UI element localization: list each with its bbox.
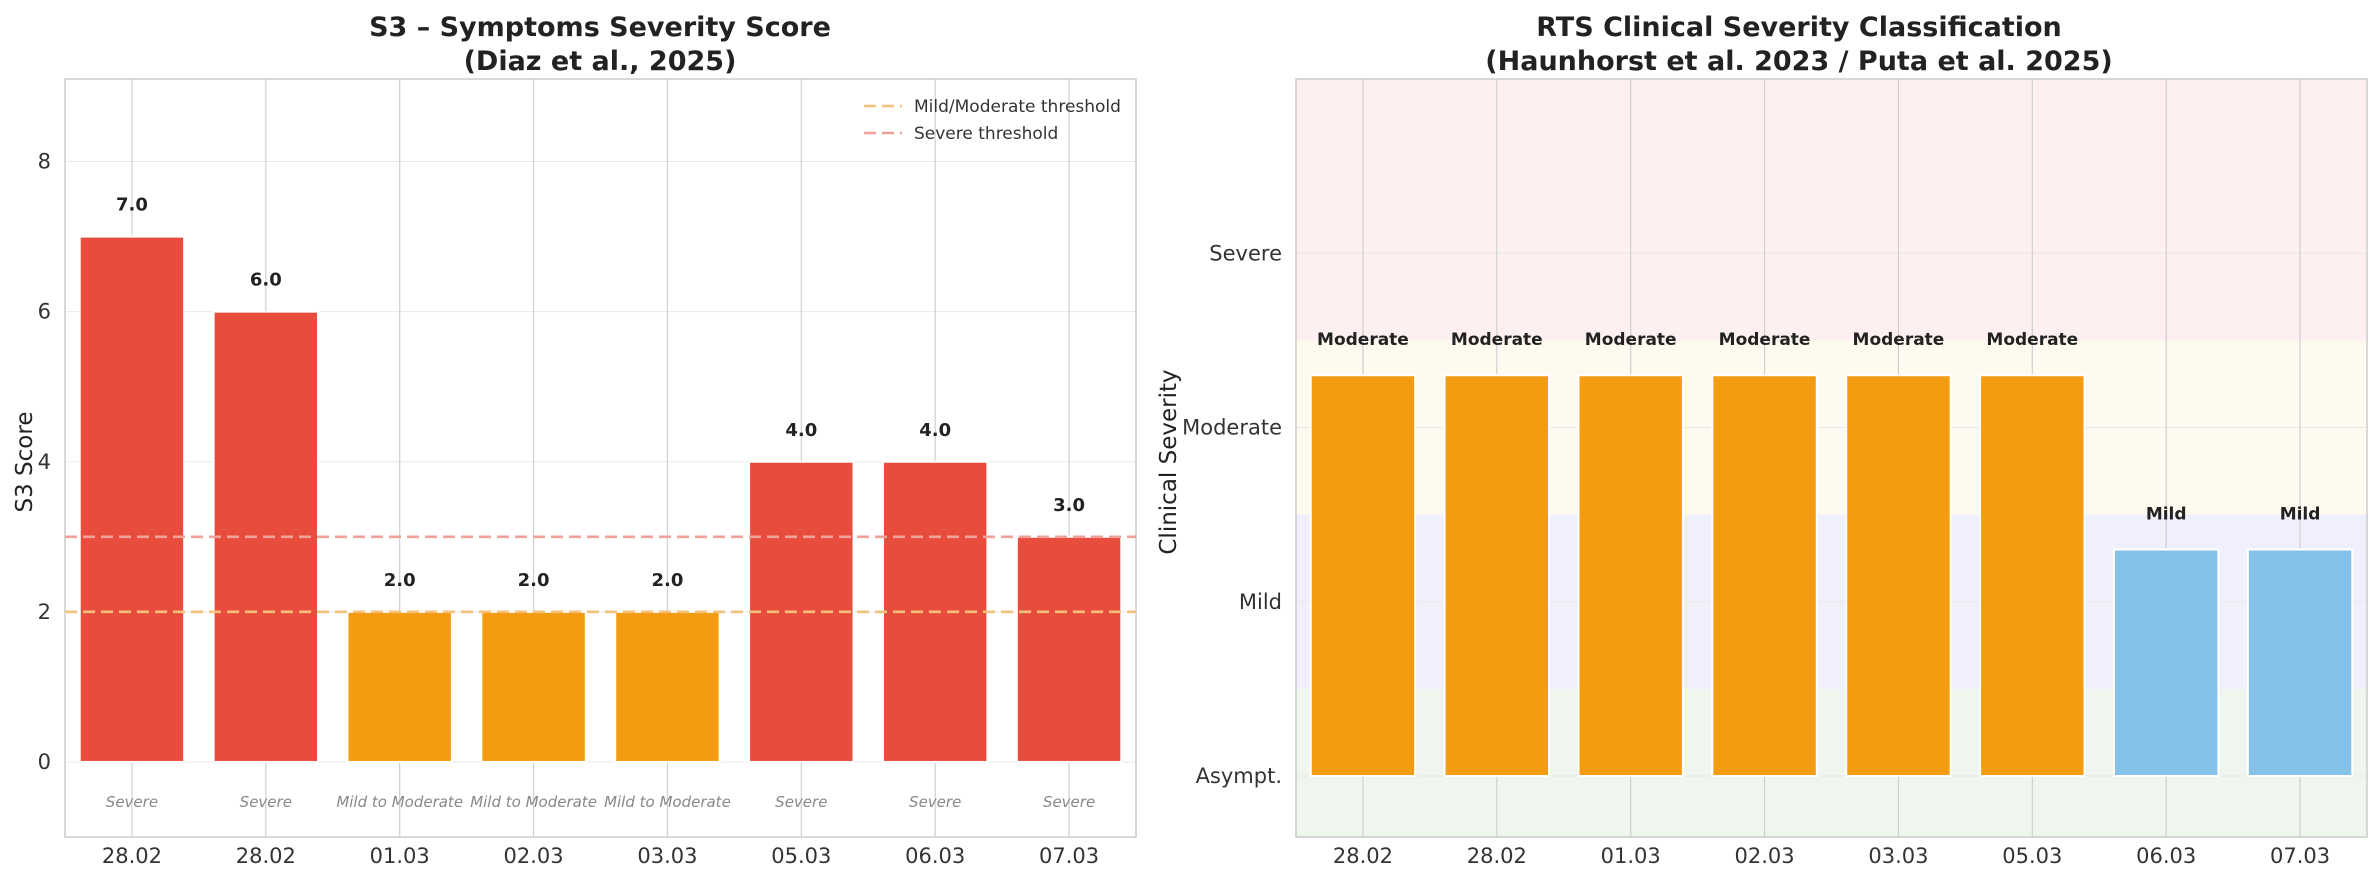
plot-frame	[64, 78, 1137, 838]
bar-category-label: Severe	[106, 793, 158, 811]
chart2-ylabel: Clinical Severity	[1156, 369, 1182, 554]
x-tick-label: 28.02	[102, 844, 162, 868]
bar	[614, 610, 721, 763]
s3-severity-chart: S3 – Symptoms Severity Score (Diaz et al…	[12, 12, 1137, 868]
bar	[1845, 374, 1952, 778]
x-tick-label: 03.03	[637, 844, 697, 868]
bar	[1309, 374, 1417, 778]
chart1-ylabel: S3 Score	[12, 412, 38, 513]
y-tick-label: 0	[38, 750, 51, 774]
bar-category-label: Mild to Moderate	[604, 793, 731, 811]
x-tick-label: 28.02	[1333, 844, 1393, 868]
x-tick-label: 06.03	[905, 844, 965, 868]
bar-value-label: 2.0	[384, 570, 416, 591]
rts-classification-chart: RTS Clinical Severity Classification (Ha…	[1156, 12, 2368, 868]
x-tick-label: 01.03	[1601, 844, 1661, 868]
bar-value-label: Moderate	[1317, 330, 1409, 350]
x-tick-label: 03.03	[1868, 844, 1928, 868]
y-tick-label: Severe	[1209, 241, 1282, 265]
bar-category-label: Mild to Moderate	[470, 793, 597, 811]
y-tick-label: Mild	[1239, 590, 1282, 614]
bar-value-label: Moderate	[1719, 330, 1811, 350]
bar-value-label: 6.0	[250, 270, 282, 291]
bar-value-label: 7.0	[116, 195, 148, 216]
bar-category-label: Mild to Moderate	[336, 793, 463, 811]
bar-value-label: 2.0	[651, 570, 683, 591]
bar-category-label: Severe	[1043, 793, 1095, 811]
x-tick-label: 01.03	[370, 844, 430, 868]
bar-value-label: Moderate	[1585, 330, 1677, 350]
bar-value-label: Mild	[2280, 504, 2321, 524]
legend-label: Severe threshold	[914, 124, 1058, 144]
bar-value-label: Mild	[2146, 504, 2187, 524]
x-tick-label: 06.03	[2136, 844, 2196, 868]
bar-value-label: 4.0	[785, 420, 817, 441]
x-tick-label: 28.02	[236, 844, 296, 868]
x-tick-label: 28.02	[1467, 844, 1527, 868]
x-tick-label: 07.03	[2270, 844, 2330, 868]
y-tick-label: Moderate	[1182, 416, 1282, 440]
bar	[1577, 374, 1684, 778]
bar-value-label: Moderate	[1451, 330, 1543, 350]
x-tick-label: 07.03	[1039, 844, 1099, 868]
bar-value-label: Moderate	[1986, 330, 2078, 350]
bar-value-label: 3.0	[1053, 495, 1085, 516]
bar	[2246, 548, 2354, 778]
bar	[1711, 374, 1818, 778]
y-tick-label: 6	[38, 300, 51, 324]
chart2-title: RTS Clinical Severity Classification	[1536, 12, 2062, 43]
y-tick-label: 4	[38, 450, 51, 474]
bar	[78, 235, 186, 763]
chart1-subtitle: (Diaz et al., 2025)	[464, 46, 737, 77]
x-tick-label: 05.03	[771, 844, 831, 868]
x-tick-label: 02.03	[1735, 844, 1795, 868]
bar-category-label: Severe	[909, 793, 961, 811]
bar	[480, 610, 587, 763]
bar-value-label: 2.0	[518, 570, 550, 591]
chart2-subtitle: (Haunhorst et al. 2023 / Puta et al. 202…	[1485, 46, 2112, 77]
bar	[748, 460, 855, 763]
bar	[346, 610, 453, 763]
legend-label: Mild/Moderate threshold	[914, 97, 1121, 117]
bar-value-label: 4.0	[919, 420, 951, 441]
bar	[1979, 374, 2086, 778]
chart1-title: S3 – Symptoms Severity Score	[369, 12, 831, 43]
bar-category-label: Severe	[775, 793, 827, 811]
severity-band-3	[1296, 79, 2367, 341]
plot-frame	[1295, 78, 2368, 838]
x-tick-label: 02.03	[504, 844, 564, 868]
bar	[1443, 374, 1551, 778]
y-tick-label: 8	[38, 150, 51, 174]
bar-value-label: Moderate	[1853, 330, 1945, 350]
y-tick-label: 2	[38, 600, 51, 624]
bar	[1015, 535, 1123, 763]
bar-category-label: Severe	[240, 793, 292, 811]
bar	[2112, 548, 2220, 778]
x-tick-label: 05.03	[2002, 844, 2062, 868]
y-tick-label: Asympt.	[1196, 764, 1282, 788]
